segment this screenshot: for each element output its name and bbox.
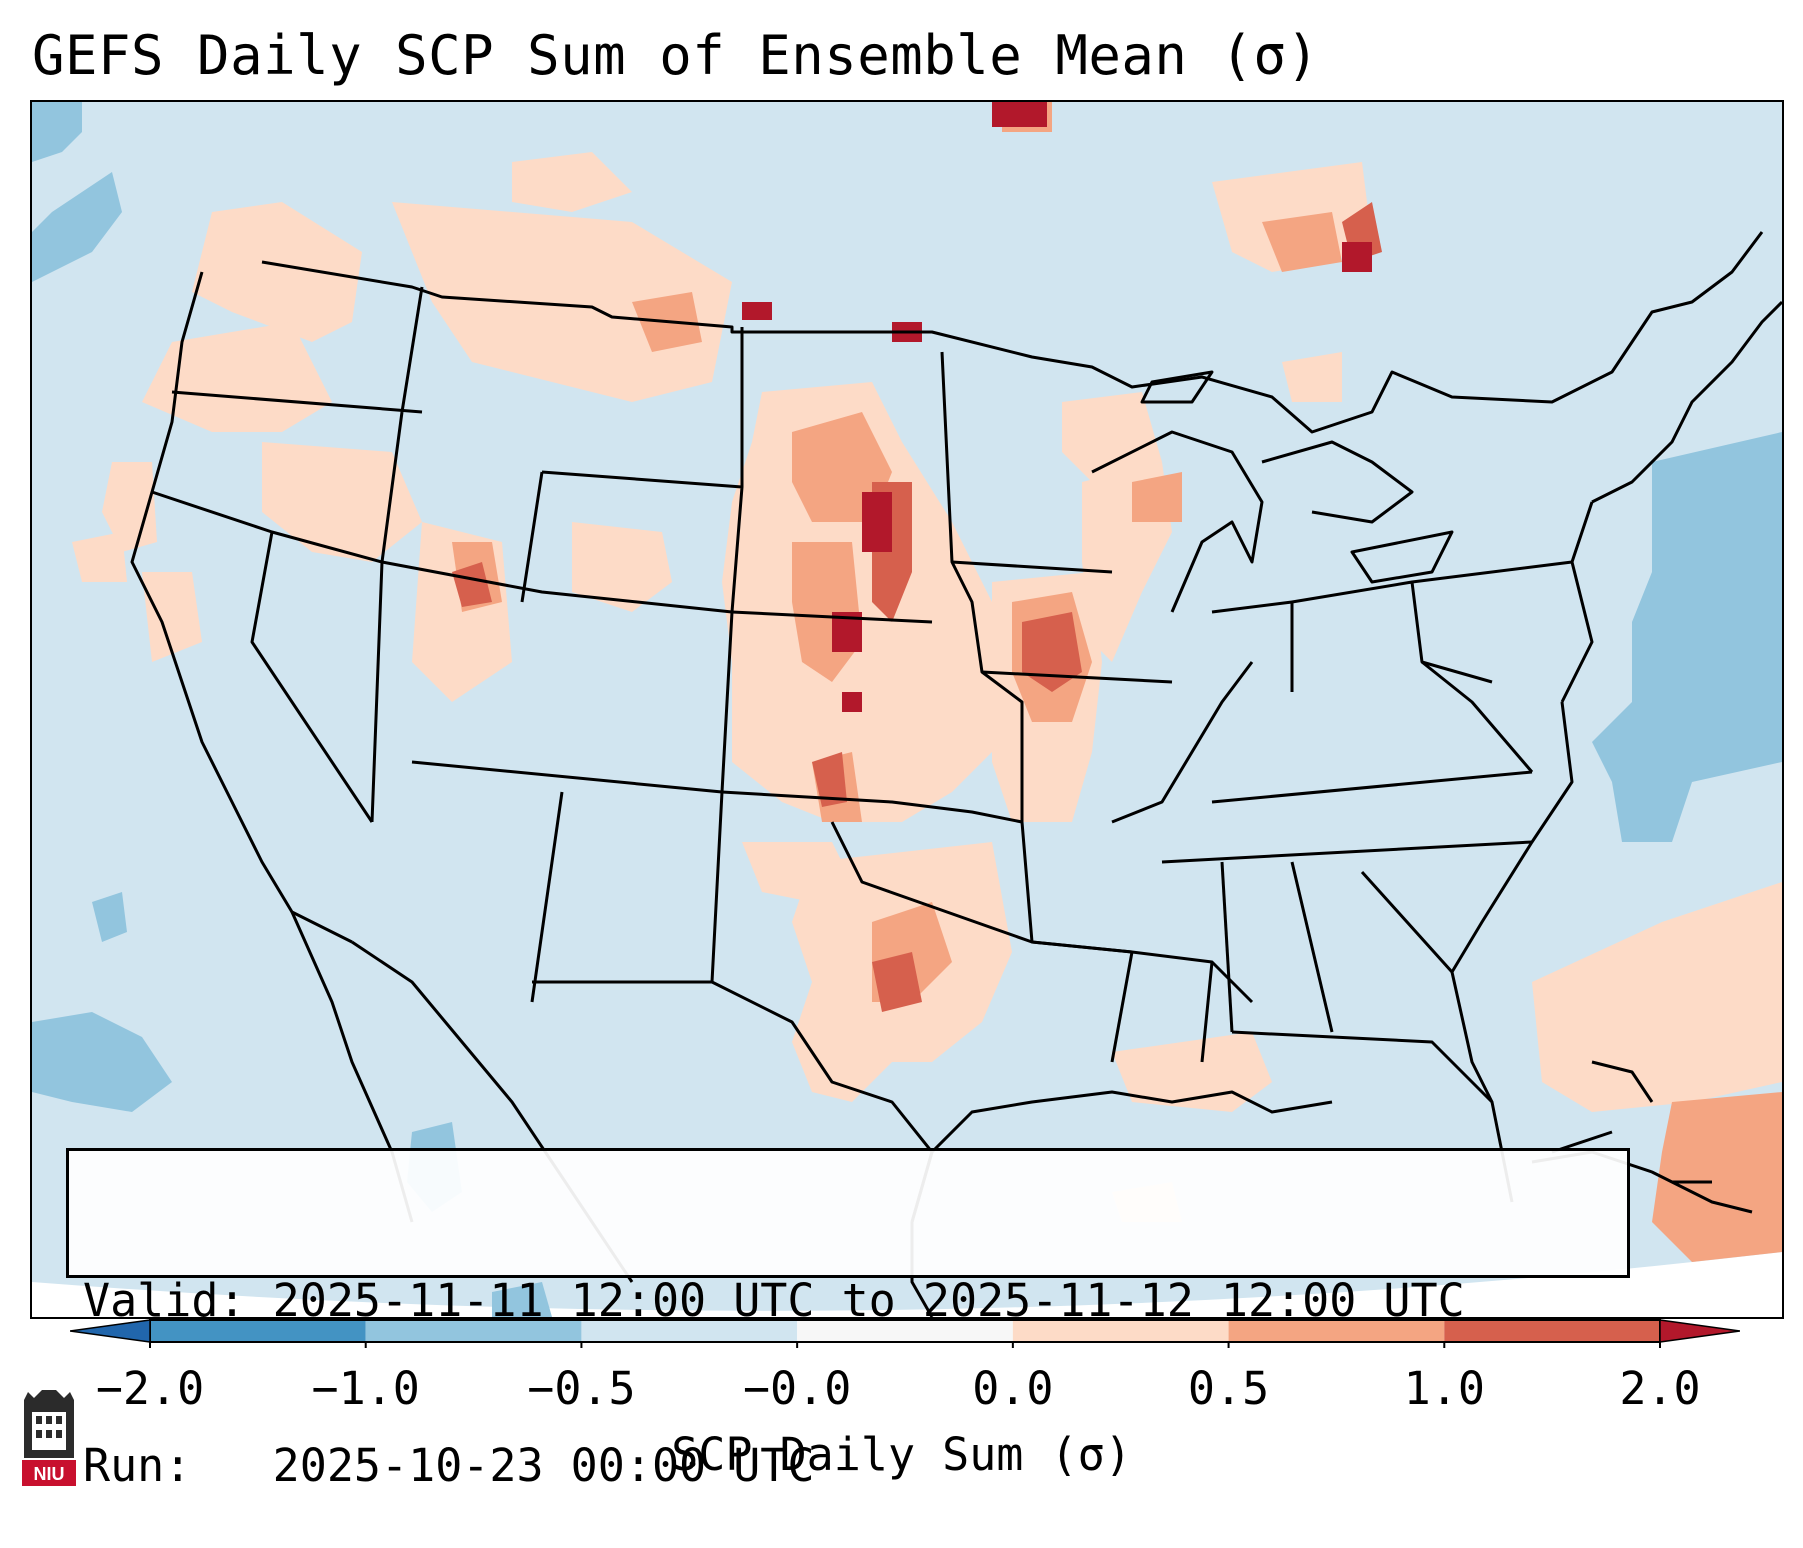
colorbar	[70, 1319, 1740, 1348]
colorbar-tick-label: −0.5	[527, 1362, 636, 1415]
colorbar-segment	[365, 1320, 582, 1342]
colorbar-tick-label: 0.5	[1187, 1362, 1270, 1415]
validity-info-box: Valid: 2025-11-11 12:00 UTC to 2025-11-1…	[66, 1148, 1630, 1492]
map-panel[interactable]	[30, 100, 1784, 1319]
chart-title: GEFS Daily SCP Sum of Ensemble Mean (σ)	[32, 24, 1320, 87]
colorbar-low-extend	[70, 1319, 151, 1343]
colorbar-tick-label: 0.0	[972, 1362, 1054, 1415]
extreme-positive-anomaly-cells	[742, 102, 1372, 712]
colorbar-tick-label: −2.0	[95, 1362, 205, 1415]
run-time-text: Run: 2025-10-23 00:00 UTC	[83, 1439, 815, 1492]
colorbar-tick-label: 1.0	[1403, 1362, 1485, 1415]
colorbar-segment	[1228, 1320, 1445, 1342]
scp-map	[32, 102, 1782, 1317]
valid-time-text: Valid: 2025-11-11 12:00 UTC to 2025-11-1…	[83, 1274, 1465, 1327]
colorbar-segment	[1012, 1320, 1229, 1342]
colorbar-segment	[581, 1320, 798, 1342]
colorbar-high-extend	[1659, 1319, 1740, 1343]
colorbar-tick-label: −1.0	[311, 1362, 420, 1415]
colorbar-segment	[150, 1320, 366, 1342]
niu-logo: NIU	[22, 1390, 76, 1486]
colorbar-label: SCP Daily Sum (σ)	[671, 1428, 1132, 1481]
colorbar-tick-label: −0.0	[742, 1362, 852, 1415]
colorbar-segment	[797, 1320, 1013, 1342]
colorbar-tick-label: 2.0	[1619, 1362, 1701, 1415]
colorbar-segment	[1444, 1320, 1660, 1342]
logo-text: NIU	[34, 1464, 65, 1484]
